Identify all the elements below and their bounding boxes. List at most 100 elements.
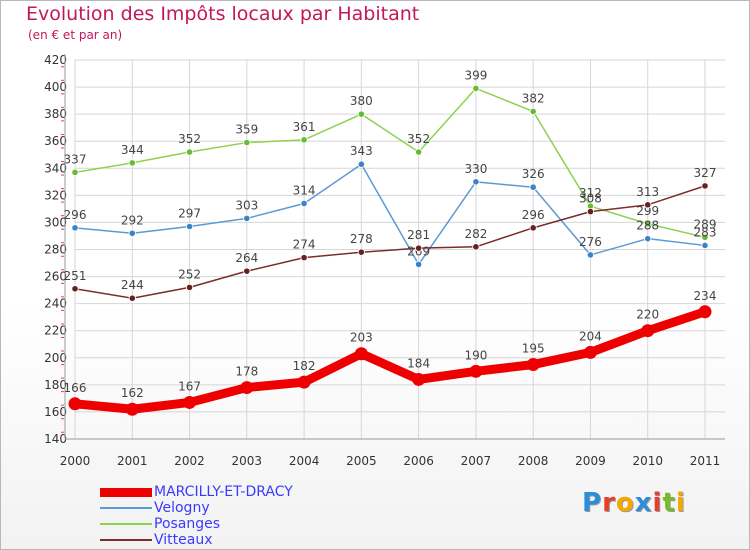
x-tick-label: 2007 (461, 454, 492, 468)
data-point (586, 251, 595, 259)
data-label: 297 (178, 206, 201, 220)
data-label: 292 (121, 213, 144, 227)
logo-letter: r (602, 488, 616, 518)
data-point (469, 364, 483, 378)
y-tick-label: 380 (44, 107, 67, 121)
x-tick-label: 2011 (690, 454, 721, 468)
data-point (300, 136, 308, 144)
series-line (70, 307, 710, 414)
data-point (297, 375, 311, 389)
data-label: 167 (178, 379, 201, 393)
data-point (357, 110, 365, 118)
logo-letter: x (634, 488, 653, 518)
chart-title: Evolution des Impôts locaux par Habitant (26, 3, 420, 25)
data-label: 296 (64, 208, 87, 222)
data-point (529, 107, 537, 116)
x-tick-label: 2005 (346, 454, 377, 468)
data-label: 288 (636, 219, 659, 233)
data-label: 182 (293, 359, 316, 373)
legend-item: MARCILLY-ET-DRACY (100, 484, 400, 500)
data-point (240, 381, 254, 395)
data-label: 380 (350, 94, 373, 108)
y-tick-label: 420 (44, 53, 67, 67)
legend-label: Posanges (154, 516, 221, 532)
data-label: 352 (407, 132, 430, 146)
x-tick-label: 2001 (117, 454, 148, 468)
data-point (185, 283, 194, 291)
data-label: 283 (694, 225, 717, 239)
data-label: 299 (636, 204, 659, 218)
data-point (526, 358, 540, 372)
x-tick-label: 2003 (232, 454, 263, 468)
logo-letter: i (675, 488, 686, 518)
data-label: 252 (178, 267, 201, 281)
y-tick-label: 260 (44, 270, 67, 284)
data-point (300, 199, 308, 208)
data-label: 289 (694, 217, 717, 231)
y-tick-label: 160 (44, 405, 67, 419)
x-tick-label: 2008 (518, 454, 549, 468)
series-line (74, 87, 706, 239)
x-tick-label: 2000 (60, 454, 91, 468)
series-line (74, 163, 706, 266)
data-point (68, 397, 82, 411)
data-point (243, 267, 251, 275)
data-point (185, 222, 194, 231)
series-line (74, 185, 706, 299)
data-label: 359 (235, 123, 258, 137)
data-label: 327 (694, 166, 717, 180)
data-point (128, 159, 136, 167)
data-point (243, 214, 251, 222)
data-label: 312 (579, 186, 602, 200)
legend-item: Vitteaux (100, 532, 400, 548)
data-label: 314 (293, 183, 316, 197)
data-point (641, 324, 655, 338)
data-label: 166 (64, 381, 87, 395)
data-label: 276 (579, 235, 602, 249)
data-point (701, 241, 709, 250)
data-label: 308 (579, 192, 602, 206)
data-label: 264 (235, 251, 258, 265)
data-point (243, 138, 251, 147)
data-label: 178 (235, 365, 258, 379)
y-tick-label: 280 (44, 243, 67, 257)
data-label: 278 (350, 232, 373, 246)
logo-letter: o (615, 488, 635, 518)
legend-item: Posanges (100, 516, 400, 532)
data-label: 303 (235, 198, 258, 212)
logo-letter: i (652, 488, 663, 518)
data-label: 296 (522, 208, 545, 222)
data-label: 361 (293, 120, 316, 134)
proxiti-logo: Proxiti (582, 488, 686, 518)
data-point (415, 244, 423, 252)
data-label: 343 (350, 144, 373, 158)
x-tick-label: 2004 (289, 454, 320, 468)
data-point (71, 224, 79, 232)
data-point (412, 372, 426, 386)
x-tick-label: 2006 (403, 454, 434, 468)
data-point (125, 402, 139, 416)
data-point (698, 305, 712, 319)
data-point (354, 347, 368, 361)
y-tick-label: 400 (44, 80, 67, 94)
x-tick-label: 2010 (632, 454, 663, 468)
data-label: 313 (636, 185, 659, 199)
data-point (357, 248, 365, 256)
legend-swatch (100, 488, 152, 497)
data-label: 344 (121, 143, 144, 157)
data-label: 203 (350, 331, 373, 345)
data-point (644, 201, 652, 209)
data-label: 326 (522, 167, 545, 181)
data-label: 204 (579, 329, 602, 343)
legend-swatch (100, 523, 152, 525)
data-point (472, 243, 480, 251)
y-tick-label: 200 (44, 351, 67, 365)
data-label: 184 (407, 356, 430, 370)
legend-swatch (100, 507, 152, 509)
data-point (128, 294, 136, 302)
data-point (71, 285, 79, 293)
data-point (529, 224, 537, 232)
data-label: 274 (293, 238, 316, 252)
data-label: 220 (636, 308, 659, 322)
